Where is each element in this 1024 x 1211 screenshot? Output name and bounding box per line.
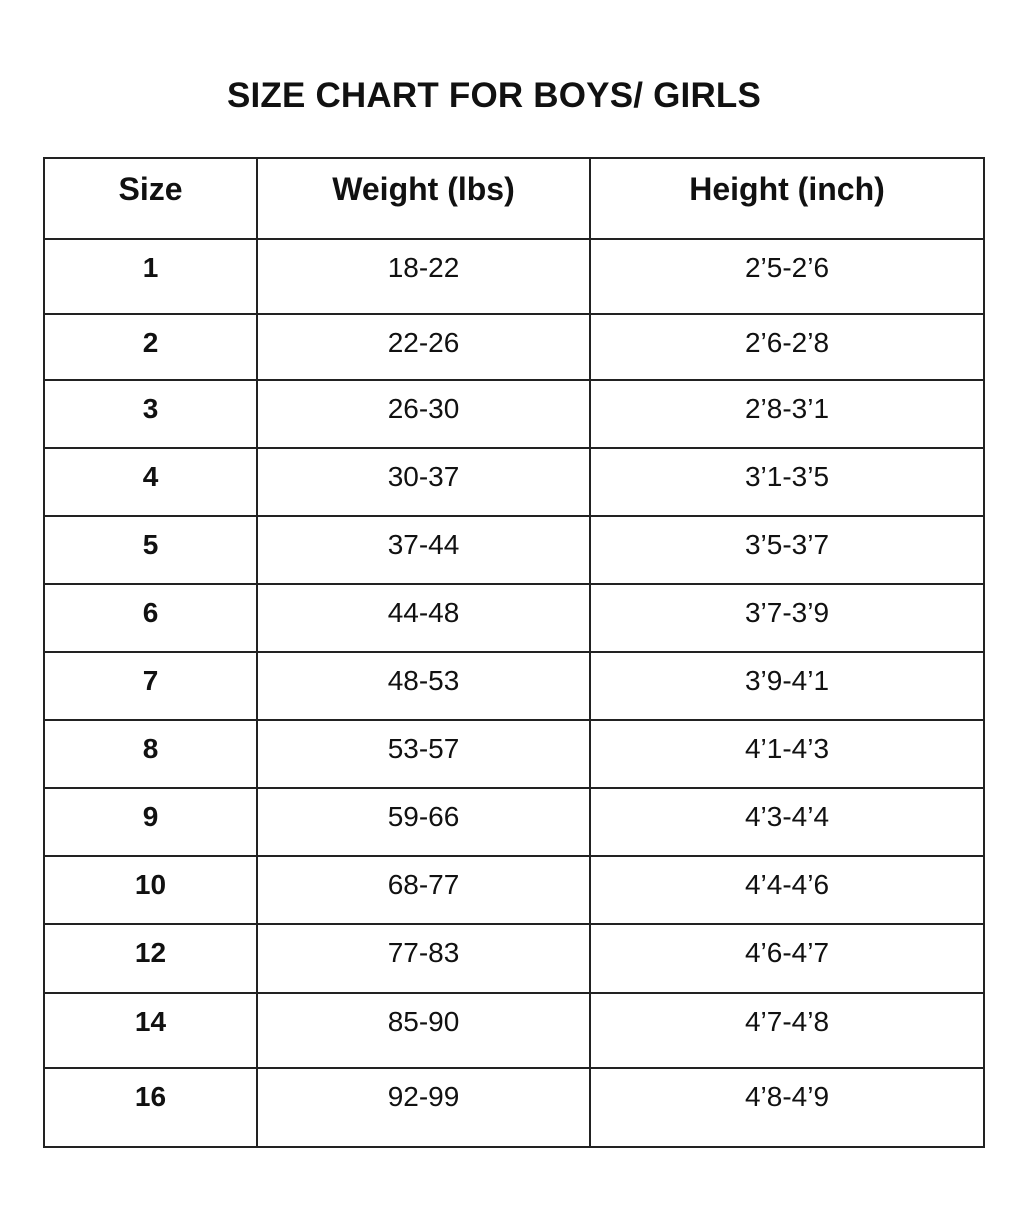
cell-height: 4’1-4’3 bbox=[589, 719, 985, 789]
cell-weight: 37-44 bbox=[256, 515, 591, 585]
cell-size: 10 bbox=[43, 855, 258, 925]
table-row: 14 85-90 4’7-4’8 bbox=[43, 992, 985, 1069]
header-weight: Weight (lbs) bbox=[256, 157, 591, 240]
header-height: Height (inch) bbox=[589, 157, 985, 240]
table-row: 6 44-48 3’7-3’9 bbox=[43, 583, 985, 653]
table-row: 7 48-53 3’9-4’1 bbox=[43, 651, 985, 721]
table-row: 8 53-57 4’1-4’3 bbox=[43, 719, 985, 789]
table-header-row: Size Weight (lbs) Height (inch) bbox=[43, 157, 985, 240]
cell-size: 7 bbox=[43, 651, 258, 721]
cell-height: 3’9-4’1 bbox=[589, 651, 985, 721]
cell-size: 8 bbox=[43, 719, 258, 789]
cell-size: 3 bbox=[43, 379, 258, 449]
cell-height: 2’6-2’8 bbox=[589, 313, 985, 381]
cell-height: 2’5-2’6 bbox=[589, 238, 985, 315]
size-chart-table: Size Weight (lbs) Height (inch) 1 18-22 2’… bbox=[43, 157, 985, 1148]
header-size: Size bbox=[43, 157, 258, 240]
cell-weight: 44-48 bbox=[256, 583, 591, 653]
cell-weight: 68-77 bbox=[256, 855, 591, 925]
cell-size: 2 bbox=[43, 313, 258, 381]
cell-weight: 30-37 bbox=[256, 447, 591, 517]
cell-height: 3’5-3’7 bbox=[589, 515, 985, 585]
cell-weight: 53-57 bbox=[256, 719, 591, 789]
cell-size: 6 bbox=[43, 583, 258, 653]
cell-weight: 59-66 bbox=[256, 787, 591, 857]
cell-weight: 26-30 bbox=[256, 379, 591, 449]
cell-weight: 77-83 bbox=[256, 923, 591, 994]
cell-height: 4’8-4’9 bbox=[589, 1067, 985, 1148]
table-row: 9 59-66 4’3-4’4 bbox=[43, 787, 985, 857]
cell-weight: 92-99 bbox=[256, 1067, 591, 1148]
cell-size: 9 bbox=[43, 787, 258, 857]
table-row: 2 22-26 2’6-2’8 bbox=[43, 313, 985, 381]
cell-size: 14 bbox=[43, 992, 258, 1069]
cell-weight: 85-90 bbox=[256, 992, 591, 1069]
table-row: 16 92-99 4’8-4’9 bbox=[43, 1067, 985, 1148]
cell-weight: 22-26 bbox=[256, 313, 591, 381]
cell-height: 4’6-4’7 bbox=[589, 923, 985, 994]
table-row: 1 18-22 2’5-2’6 bbox=[43, 238, 985, 315]
cell-size: 5 bbox=[43, 515, 258, 585]
table-row: 4 30-37 3’1-3’5 bbox=[43, 447, 985, 517]
page-title: SIZE CHART FOR BOYS/ GIRLS bbox=[226, 76, 762, 115]
cell-height: 4’7-4’8 bbox=[589, 992, 985, 1069]
table-row: 12 77-83 4’6-4’7 bbox=[43, 923, 985, 994]
cell-weight: 18-22 bbox=[256, 238, 591, 315]
cell-height: 3’7-3’9 bbox=[589, 583, 985, 653]
cell-size: 12 bbox=[43, 923, 258, 994]
cell-height: 4’4-4’6 bbox=[589, 855, 985, 925]
cell-size: 4 bbox=[43, 447, 258, 517]
cell-size: 1 bbox=[43, 238, 258, 315]
cell-height: 2’8-3’1 bbox=[589, 379, 985, 449]
table-row: 3 26-30 2’8-3’1 bbox=[43, 379, 985, 449]
table-row: 5 37-44 3’5-3’7 bbox=[43, 515, 985, 585]
cell-height: 3’1-3’5 bbox=[589, 447, 985, 517]
cell-size: 16 bbox=[43, 1067, 258, 1148]
table-row: 10 68-77 4’4-4’6 bbox=[43, 855, 985, 925]
cell-height: 4’3-4’4 bbox=[589, 787, 985, 857]
cell-weight: 48-53 bbox=[256, 651, 591, 721]
